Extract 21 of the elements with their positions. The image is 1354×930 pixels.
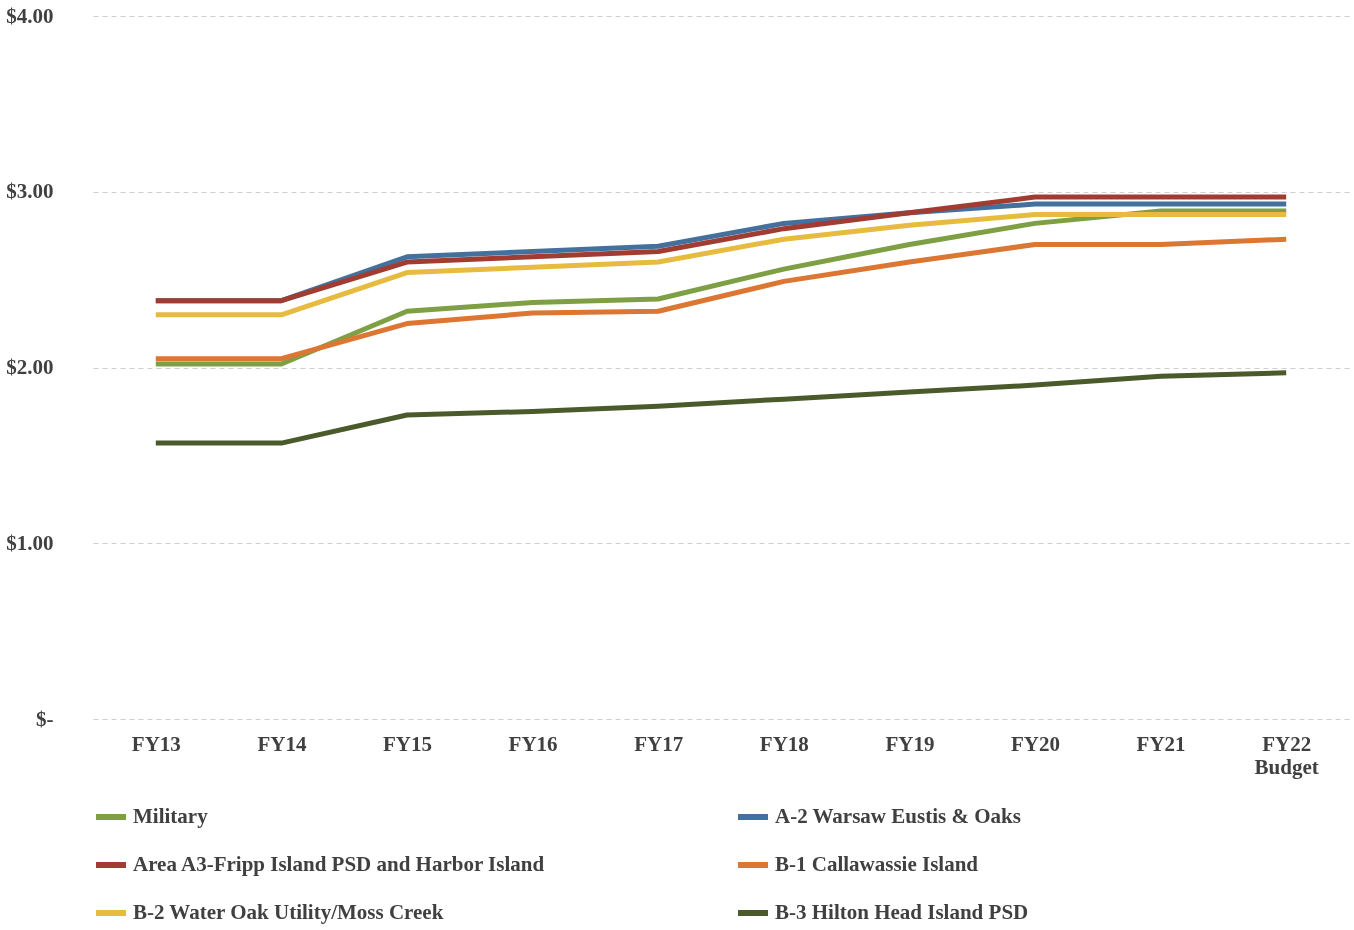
- legend-label: Area A3-Fripp Island PSD and Harbor Island: [133, 852, 545, 876]
- x-tick-label: FY19: [885, 731, 935, 756]
- x-tick-label: FY20: [1011, 731, 1060, 756]
- legend-label: Military: [133, 804, 209, 828]
- legend-label: A-2 Warsaw Eustis & Oaks: [775, 804, 1021, 828]
- x-tick-label: FY21: [1136, 731, 1186, 756]
- x-tick-label: FY15: [383, 731, 432, 756]
- y-tick-label: $3.00: [6, 179, 54, 204]
- y-tick-label: $2.00: [6, 355, 54, 379]
- x-tick-label: FY13: [131, 731, 181, 756]
- x-tick-label: FY17: [634, 731, 684, 756]
- x-tick-label: FY14: [257, 731, 307, 756]
- x-tick-label: FY18: [759, 731, 809, 756]
- legend-label: B-2 Water Oak Utility/Moss Creek: [133, 900, 444, 924]
- y-tick-label: $4.00: [6, 3, 54, 28]
- x-tick-label: FY22 Budget: [1254, 731, 1319, 779]
- legend-label: B-1 Callawassie Island: [775, 852, 979, 876]
- x-tick-label: FY16: [508, 731, 558, 756]
- legend-label: B-3 Hilton Head Island PSD: [775, 900, 1029, 924]
- y-tick-label: $-: [36, 706, 54, 731]
- y-tick-label: $1.00: [6, 530, 54, 555]
